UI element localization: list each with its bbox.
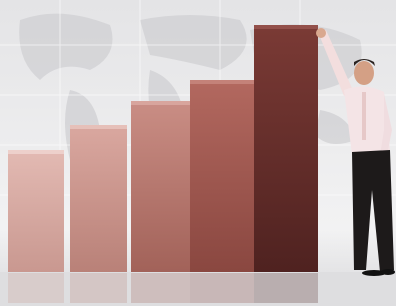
shoe <box>381 269 395 275</box>
bar-reflections <box>8 273 318 303</box>
bar <box>70 128 127 272</box>
tie <box>362 92 366 140</box>
bar <box>131 104 190 272</box>
hand <box>316 28 326 38</box>
bar-top <box>254 25 318 29</box>
photo <box>0 0 396 306</box>
head <box>354 61 374 85</box>
bar <box>8 153 64 272</box>
bar-top <box>70 125 127 129</box>
bar-top <box>8 150 64 154</box>
bar-top <box>190 80 254 84</box>
bar-top <box>131 101 190 105</box>
bar <box>254 28 318 272</box>
bar <box>190 83 254 272</box>
